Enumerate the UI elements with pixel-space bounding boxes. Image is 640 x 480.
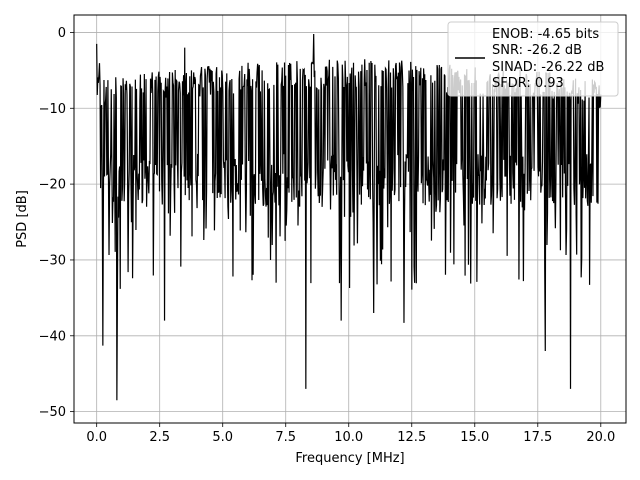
x-tick-label: 2.5 — [149, 430, 170, 445]
x-tick-label: 20.0 — [586, 430, 615, 445]
plot-frame — [73, 14, 627, 424]
x-tick-label: 10.0 — [334, 430, 363, 445]
x-axis-label: Frequency [MHz] — [295, 451, 404, 466]
x-tick-label: 17.5 — [523, 430, 552, 445]
x-tick-label: 7.5 — [275, 430, 296, 445]
y-axis-label: PSD [dB] — [15, 190, 30, 248]
legend-sfdr: SFDR: 0.93 — [492, 76, 564, 91]
y-tick-label: −20 — [39, 178, 66, 193]
y-tick-label: 0 — [58, 26, 66, 41]
psd-series-line — [96, 33, 602, 401]
x-axis-ticks: 0.0 2.5 5.0 7.5 10.0 12.5 15.0 17.5 20.0 — [86, 423, 615, 445]
legend-sinad: SINAD: -26.22 dB — [492, 60, 604, 75]
legend: ENOB: -4.65 bits SNR: -26.2 dB SINAD: -2… — [447, 21, 619, 97]
legend-snr: SNR: -26.2 dB — [492, 43, 582, 58]
y-tick-label: −40 — [39, 329, 66, 344]
x-tick-label: 5.0 — [212, 430, 233, 445]
x-tick-label: 0.0 — [86, 430, 107, 445]
legend-enob: ENOB: -4.65 bits — [492, 27, 599, 42]
legend-box — [447, 21, 619, 97]
y-tick-label: −50 — [39, 405, 66, 420]
x-tick-label: 15.0 — [460, 430, 489, 445]
y-tick-label: −30 — [39, 253, 66, 268]
y-axis-ticks: 0 −10 −20 −30 −40 −50 — [39, 26, 74, 420]
y-tick-label: −10 — [39, 102, 66, 117]
x-tick-label: 12.5 — [397, 430, 426, 445]
